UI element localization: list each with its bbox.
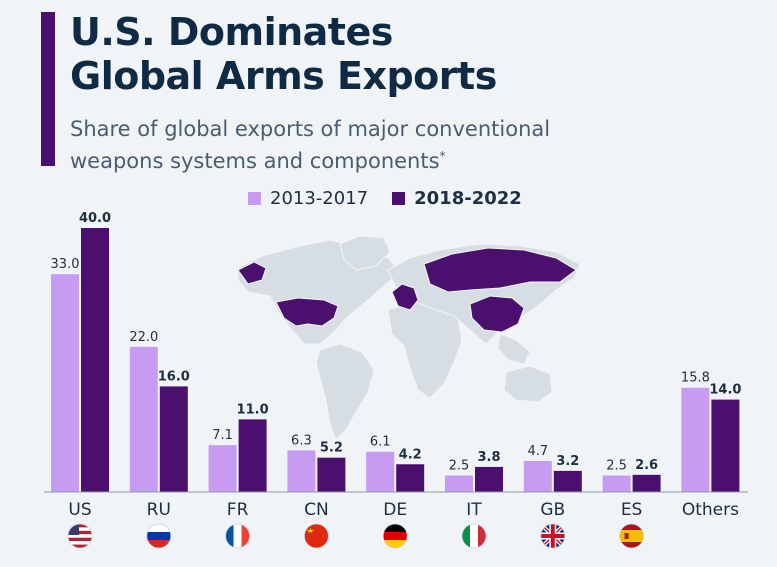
- bar-ES-2013-2017: [602, 475, 631, 492]
- map-greenland: [339, 235, 391, 271]
- france-flag-icon: [225, 523, 251, 549]
- bar-CN-2018-2022: [317, 457, 346, 492]
- map-usa-highlight: [275, 297, 339, 327]
- bar-DE-2013-2017: [366, 451, 395, 492]
- value-label-Others-2018-2022: 14.0: [709, 383, 741, 398]
- footnote-mark: *: [439, 149, 446, 163]
- bar-US-2018-2022: [81, 228, 109, 492]
- bars-group: 33.0 40.0 US 22.0 16.0 RU 7.1 11.0 FR 6.3 5.2 CN 6.1…: [44, 211, 748, 520]
- bar-IT-2013-2017: [445, 475, 473, 492]
- legend-swatch-dark: [392, 192, 406, 205]
- value-label-RU-2013-2017: 22.0: [129, 330, 158, 345]
- bar-DE-2018-2022: [396, 464, 425, 492]
- uk-flag-icon: [540, 523, 566, 549]
- bar-US-2013-2017: [51, 274, 79, 492]
- map-russia-highlight: [423, 247, 577, 293]
- category-label-IT: IT: [466, 500, 482, 520]
- world-map: [237, 235, 581, 441]
- subtitle-line-1: Share of global exports of major convent…: [70, 117, 551, 141]
- value-label-DE-2018-2022: 4.2: [399, 447, 422, 462]
- category-label-RU: RU: [147, 500, 171, 520]
- legend-item-2018-2022: 2018-2022: [392, 188, 522, 209]
- category-label-ES: ES: [621, 500, 643, 520]
- category-label-Others: Others: [682, 500, 739, 520]
- value-label-US-2018-2022: 40.0: [79, 211, 111, 226]
- spain-flag-icon: [619, 523, 644, 549]
- flags-group: [67, 523, 644, 549]
- value-label-FR-2018-2022: 11.0: [237, 402, 269, 417]
- title-accent-bar: [41, 12, 55, 166]
- page-title: U.S. Dominates Global Arms Exports: [70, 10, 497, 98]
- value-label-IT-2013-2017: 2.5: [449, 459, 470, 474]
- category-label-FR: FR: [227, 500, 249, 520]
- value-label-Others-2013-2017: 15.8: [681, 371, 710, 386]
- value-label-GB-2018-2022: 3.2: [556, 454, 579, 469]
- legend-label-2018-2022: 2018-2022: [414, 188, 522, 209]
- chart-subtitle: Share of global exports of major convent…: [70, 116, 550, 175]
- map-south-america: [315, 343, 375, 441]
- chart-legend: 2013-2017 2018-2022: [248, 188, 546, 209]
- value-label-US-2013-2017: 33.0: [51, 257, 80, 272]
- subtitle-line-2: weapons systems and components: [70, 149, 440, 173]
- italy-flag-icon: [461, 523, 487, 549]
- bar-GB-2018-2022: [553, 470, 582, 492]
- category-label-US: US: [68, 500, 91, 520]
- bar-RU-2013-2017: [129, 346, 158, 492]
- value-label-ES-2013-2017: 2.5: [606, 459, 627, 474]
- category-label-GB: GB: [540, 500, 565, 520]
- map-australia: [503, 365, 553, 403]
- value-label-CN-2018-2022: 5.2: [320, 441, 343, 456]
- map-southeast-asia: [497, 333, 531, 365]
- title-line-1: U.S. Dominates: [70, 10, 393, 54]
- bar-RU-2018-2022: [159, 386, 188, 492]
- us-flag-icon: [67, 523, 93, 549]
- map-africa: [387, 301, 463, 399]
- bar-FR-2018-2022: [238, 419, 267, 492]
- value-label-FR-2013-2017: 7.1: [212, 428, 233, 443]
- category-label-DE: DE: [383, 500, 407, 520]
- map-europe-highlight: [391, 283, 419, 311]
- value-label-GB-2013-2017: 4.7: [527, 444, 548, 459]
- bar-ES-2018-2022: [632, 474, 661, 492]
- bar-Others-2013-2017: [681, 387, 710, 492]
- china-flag-icon: [303, 523, 329, 549]
- value-label-DE-2013-2017: 6.1: [370, 435, 391, 450]
- value-label-CN-2013-2017: 6.3: [291, 433, 312, 448]
- legend-swatch-light: [248, 192, 261, 205]
- value-label-RU-2018-2022: 16.0: [158, 369, 190, 384]
- legend-item-2013-2017: 2013-2017: [248, 188, 368, 209]
- map-china-highlight: [469, 295, 525, 333]
- bar-CN-2013-2017: [287, 450, 316, 492]
- bar-Others-2018-2022: [711, 399, 740, 492]
- bar-GB-2013-2017: [523, 460, 552, 492]
- legend-label-2013-2017: 2013-2017: [270, 188, 369, 209]
- title-line-2: Global Arms Exports: [70, 54, 497, 98]
- germany-flag-icon: [382, 523, 408, 549]
- value-label-IT-2018-2022: 3.8: [477, 450, 500, 465]
- value-label-ES-2018-2022: 2.6: [635, 458, 658, 473]
- map-alaska-highlight: [237, 261, 267, 285]
- russia-flag-icon: [146, 523, 172, 549]
- category-label-CN: CN: [304, 500, 329, 520]
- bar-FR-2013-2017: [208, 445, 237, 492]
- bar-IT-2018-2022: [475, 466, 503, 492]
